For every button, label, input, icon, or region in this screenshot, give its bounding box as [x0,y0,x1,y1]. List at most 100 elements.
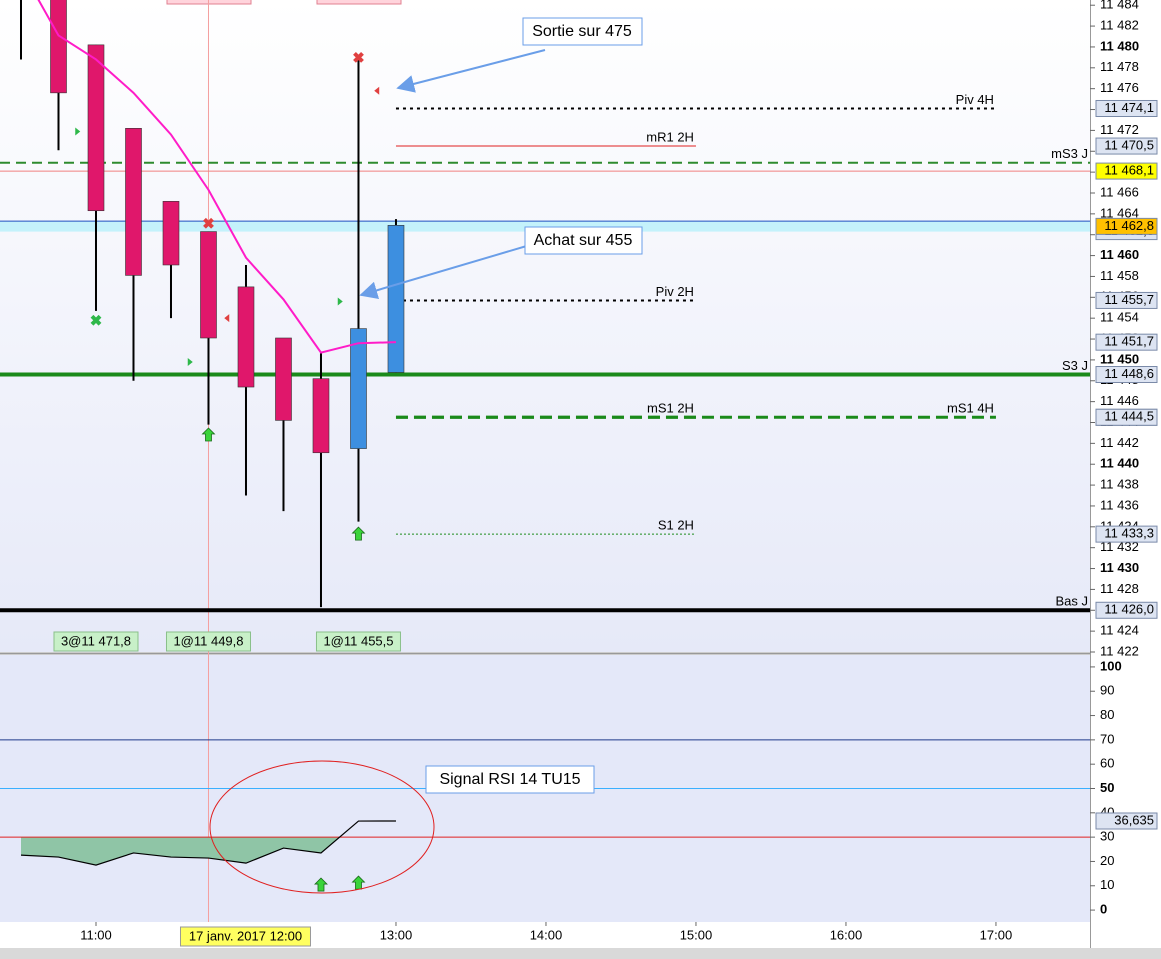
price-tag [1095,333,1158,351]
marker [203,217,214,229]
y-tick-label: 11 478 [1100,59,1139,74]
annotation-arrow [396,49,546,93]
marker [351,526,366,541]
y-tick-label: 10 [1100,877,1114,892]
y-tick-label: 11 482 [1100,18,1139,33]
price-tag-label: 11 433,3 [1104,526,1154,541]
y-tick-label: 11 476 [1100,80,1139,95]
cut-label [316,0,402,5]
trade-box [165,631,251,652]
price-tag [1095,408,1158,426]
y-tick-label: 11 424 [1100,623,1139,638]
annotation-arrow [359,244,531,300]
marker [337,297,343,306]
price-tag [1095,525,1158,543]
status-bar [0,948,1161,959]
price-tag-label: 11 426,0 [1104,602,1154,617]
rsi-line [20,820,396,866]
y-tick-label: 11 432 [1100,539,1139,554]
marker [314,877,328,892]
y-tick-label: 11 442 [1100,435,1139,450]
level-label: Bas J [1055,594,1088,609]
trade-label: 1@11 455,5 [323,633,393,648]
price-tag-label: 11 451,7 [1104,334,1154,349]
y-tick-label: 11 428 [1100,581,1139,596]
marker [75,127,81,136]
candle-body [200,231,217,339]
price-tag-label: 11 448,6 [1104,366,1154,381]
level-label: mS1 4H [947,401,994,416]
price-tag-label: 11 470,5 [1104,137,1154,152]
x-tick-label: 17:00 [980,927,1013,942]
y-tick-label: 0 [1100,902,1107,917]
y-tick-label: 11 464 [1100,205,1139,220]
y-axis-area [1090,0,1161,948]
annotation: Sortie sur 475 [532,23,632,40]
level-label: Piv 4H [956,92,994,107]
rsi-fill [20,837,396,866]
price-tag [1095,812,1158,830]
y-tick-label: 11 436 [1100,497,1139,512]
price-tag [1095,217,1158,235]
level-label: S1 2H [658,518,694,533]
y-tick-label: 11 454 [1100,310,1139,325]
y-tick-label: 11 422 [1100,643,1139,658]
price-plot [0,0,1090,613]
y-tick-label: 80 [1100,707,1114,722]
x-tick-label: 13:00 [380,927,413,942]
y-tick-label: 11 446 [1100,393,1139,408]
x-tick-label: 16:00 [830,927,863,942]
y-tick-label: 11 440 [1100,456,1139,471]
price-tag [1095,99,1158,117]
level-label: mS1 2H [647,401,694,416]
marker [353,51,364,63]
y-tick-label: 11 458 [1100,268,1139,283]
band [0,221,1090,232]
rsi-plot [0,739,1090,892]
y-tick-label: 60 [1100,756,1114,771]
price-tag-label: 11 468,1 [1104,163,1154,178]
overlay: Sortie sur 475 Achat sur 455 Signal RSI … [53,17,1088,894]
x-tick-label: 11:00 [80,927,112,942]
x-tick-label: 15:00 [680,927,713,942]
annotation-box [524,226,643,255]
y-tick-label: 30 [1100,829,1114,844]
y-tick-label: 50 [1100,780,1114,795]
level-label: Piv 2H [656,284,694,299]
candle-body [275,337,292,421]
marker [187,357,193,366]
candle-body [162,201,180,266]
candle-body [312,378,330,454]
candle-body [87,44,105,212]
x-tick-label: 14:00 [530,927,563,942]
marker [374,86,380,95]
trade-label: 3@11 471,8 [61,633,131,648]
trade-label: 1@11 449,8 [173,633,243,648]
price-tag-label: 36,635 [1114,812,1154,827]
candle-body [387,225,405,373]
annotation: Signal RSI 14 TU15 [439,771,580,788]
y-tick-label: 11 438 [1100,477,1139,492]
candle-body [125,128,142,276]
annotation-box [522,17,643,46]
crosshair-box [179,926,311,947]
level-label: mR1 2H [646,129,694,144]
y-tick-label: 11 460 [1100,247,1139,262]
price-tag-label: 11 444,5 [1104,409,1154,424]
annotation-box [425,765,595,794]
y-tick-label: 11 484 [1100,0,1139,12]
y-tick-label: 11 466 [1100,184,1139,199]
y-tick-label: 20 [1100,853,1114,868]
y-tick-label: 11 430 [1100,560,1139,575]
marker [201,427,216,442]
candle-body [237,286,255,388]
candle-body [350,328,367,449]
price-tag-label: 11 462,8 [1104,218,1154,233]
annotation: Achat sur 455 [534,232,633,249]
y-tick-label: 90 [1100,683,1114,698]
y-tick-label: 70 [1100,731,1114,746]
candle-body [50,0,67,94]
price-tag [1095,291,1158,309]
price-tag-label: 11 474,1 [1104,100,1154,115]
